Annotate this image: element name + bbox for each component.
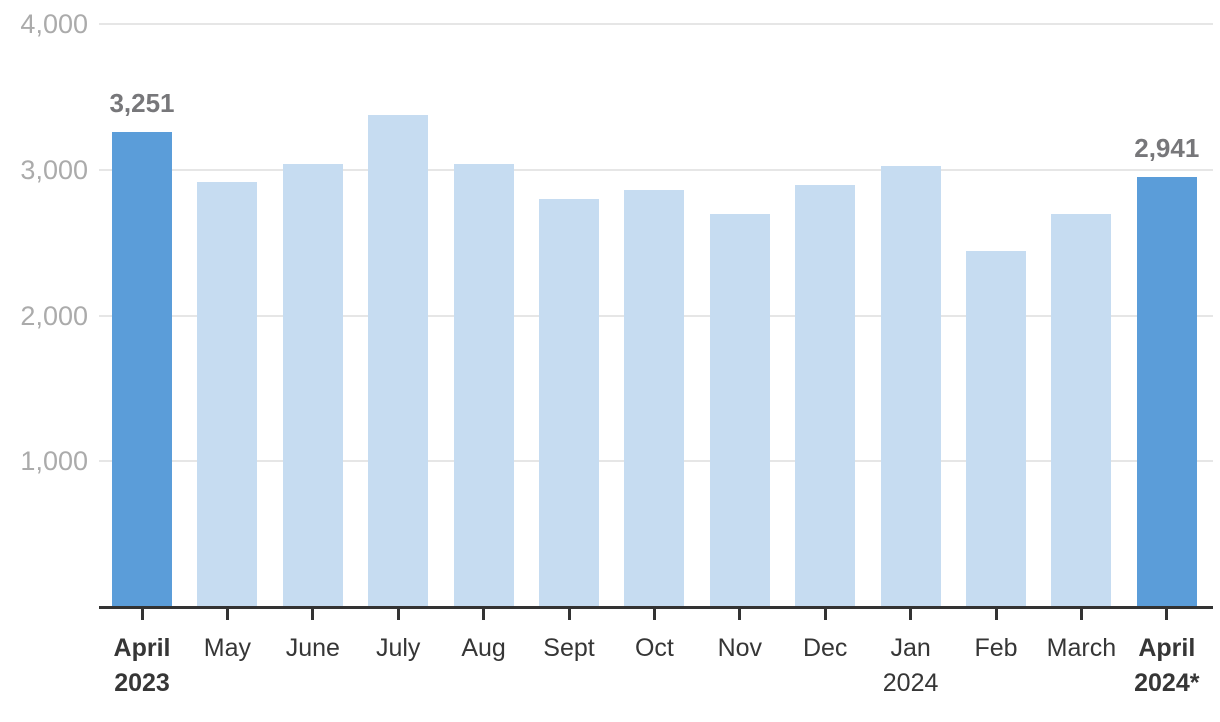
x-label-line: Aug [461, 634, 506, 662]
x-label-dec: Dec [765, 631, 885, 666]
x-tick-mark [225, 609, 229, 620]
x-tick-mark [909, 609, 913, 620]
x-tick-mark [823, 609, 827, 620]
bar-nov [709, 213, 770, 606]
x-label-line: Feb [974, 634, 1018, 662]
x-tick-mark [1079, 609, 1083, 620]
x-tick-mark [482, 609, 486, 620]
x-tick-mark [567, 609, 571, 620]
x-label-line: July [375, 634, 421, 662]
x-tick-mark [140, 609, 144, 620]
y-tick-label-4000: 4,000 [20, 9, 88, 39]
gridline-4000 [99, 23, 1213, 25]
bar-june [282, 163, 343, 606]
x-label-june: June [253, 631, 373, 666]
bar-march [1051, 213, 1112, 606]
bar-feb [966, 251, 1026, 606]
x-label-july: July [338, 631, 458, 666]
x-tick-mark [311, 609, 315, 620]
x-tick-mark [738, 609, 742, 620]
bar-aug [453, 164, 514, 606]
bar-july [368, 114, 429, 606]
gridline-3000 [99, 168, 1213, 171]
x-label-line: Nov [717, 634, 763, 662]
y-tick-label-2000: 2,000 [20, 300, 88, 331]
x-label-may: May [167, 631, 287, 666]
x-label-april-2024: April 2024* [1107, 631, 1220, 701]
x-label-oct: Oct [594, 631, 714, 666]
x-label-nov: Nov [680, 631, 800, 666]
bar-oct [624, 189, 685, 606]
x-label-line: March [1046, 634, 1117, 662]
x-tick-mark [994, 609, 998, 620]
x-label-april-2023: April 2023 [82, 631, 202, 701]
x-label-line: May [203, 634, 251, 662]
x-tick-mark [1165, 609, 1169, 620]
x-label-line: Sept [543, 634, 595, 662]
x-label-line: June [285, 634, 340, 662]
x-label-aug: Aug [424, 631, 544, 666]
x-label-line: April [1138, 634, 1196, 662]
x-label-line: 2024* [1134, 669, 1200, 697]
bar-april-2024 [1136, 177, 1197, 606]
y-tick-label-1000: 1,000 [20, 446, 88, 477]
x-label-feb: Feb [936, 631, 1056, 666]
x-tick-mark [652, 609, 656, 620]
x-label-line: April [113, 634, 171, 662]
x-label-line: Dec [802, 634, 848, 662]
y-tick-label-3000: 3,000 [20, 154, 88, 185]
x-axis-baseline [99, 606, 1213, 609]
x-label-line: 2023 [114, 669, 170, 697]
bar-may [197, 181, 258, 606]
data-label-april-2024: 2,941 [1134, 133, 1200, 164]
x-label-jan-2024: Jan 2024 [851, 631, 971, 701]
x-label-march: March [1021, 631, 1141, 666]
data-label-april-2023: 3,251 [109, 88, 175, 119]
x-label-line: Oct [634, 634, 674, 662]
bar-jan-2024 [880, 165, 941, 606]
x-label-line: 2024 [882, 669, 939, 697]
x-label-line: Jan [890, 634, 931, 662]
bar-sept [539, 199, 599, 606]
x-label-sept: Sept [509, 631, 629, 666]
bar-april-2023 [112, 132, 172, 606]
x-tick-mark [396, 609, 400, 620]
bar-dec [795, 184, 856, 606]
